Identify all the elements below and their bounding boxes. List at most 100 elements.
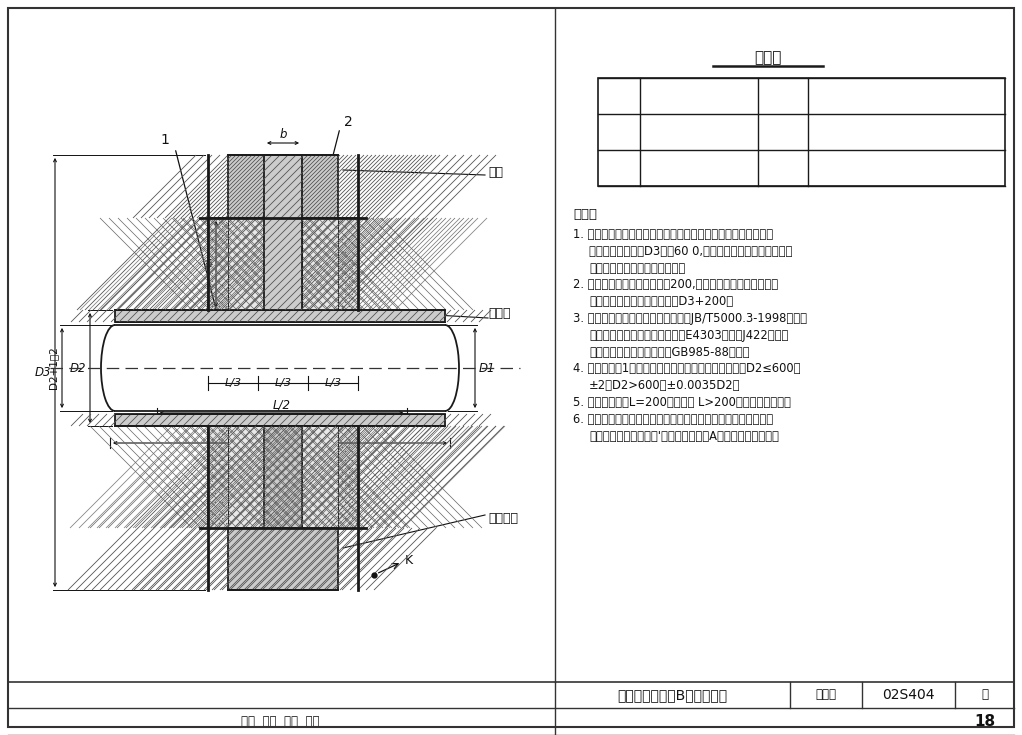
Point xyxy=(211,284,227,295)
Point xyxy=(337,429,354,440)
Point xyxy=(211,450,227,462)
Point xyxy=(200,262,217,274)
Point xyxy=(330,229,346,240)
Point xyxy=(347,275,364,287)
Point xyxy=(333,458,350,470)
Point xyxy=(330,504,346,516)
Point xyxy=(214,453,230,465)
Point xyxy=(330,521,346,533)
Bar xyxy=(228,426,264,528)
Point xyxy=(200,470,217,482)
Point xyxy=(337,237,354,249)
Point xyxy=(340,433,357,445)
Point xyxy=(206,462,223,474)
Point xyxy=(200,254,217,266)
Text: 5. 套管的重量以L=200计算，当 L>200时，应另行计算。: 5. 套管的重量以L=200计算，当 L>200时，应另行计算。 xyxy=(573,396,791,409)
Point xyxy=(203,466,220,478)
Point xyxy=(211,517,227,528)
Point xyxy=(340,509,357,520)
Text: 材料表: 材料表 xyxy=(754,51,782,65)
Point xyxy=(337,212,354,224)
Point xyxy=(337,487,354,499)
Point xyxy=(343,521,360,533)
Point xyxy=(340,492,357,503)
Point xyxy=(333,450,350,462)
Point xyxy=(340,475,357,487)
Point xyxy=(200,296,217,308)
Point xyxy=(343,296,360,308)
Point xyxy=(203,458,220,470)
Point xyxy=(214,262,230,274)
Text: 图集号: 图集号 xyxy=(816,689,836,701)
Point xyxy=(340,284,357,295)
Point xyxy=(343,429,360,440)
Point xyxy=(343,462,360,474)
Point xyxy=(218,250,234,262)
Point xyxy=(200,462,217,474)
Text: 数量: 数量 xyxy=(776,90,790,102)
Point xyxy=(343,287,360,299)
Point xyxy=(203,233,220,245)
Point xyxy=(200,271,217,283)
Point xyxy=(211,466,227,478)
Point xyxy=(330,220,346,232)
Point xyxy=(200,512,217,524)
Point xyxy=(203,433,220,445)
Text: 1: 1 xyxy=(779,126,787,138)
Point xyxy=(343,487,360,499)
Point xyxy=(337,279,354,291)
Point xyxy=(333,441,350,453)
Text: 翅环: 翅环 xyxy=(692,162,706,174)
Point xyxy=(206,279,223,291)
Point xyxy=(337,521,354,533)
Point xyxy=(206,220,223,232)
Text: 密封青，做法见本图集'刚性防水套管（A型）安装图（二）。: 密封青，做法见本图集'刚性防水套管（A型）安装图（二）。 xyxy=(589,429,779,442)
Point xyxy=(340,500,357,512)
Bar xyxy=(208,218,358,310)
Point xyxy=(340,466,357,478)
Text: 18: 18 xyxy=(974,714,995,729)
Point xyxy=(206,470,223,482)
Point xyxy=(206,245,223,257)
Point xyxy=(218,233,234,245)
Bar xyxy=(208,218,228,310)
Point xyxy=(203,225,220,237)
Point xyxy=(218,284,234,295)
Point xyxy=(200,287,217,299)
Point xyxy=(200,212,217,224)
Point xyxy=(206,212,223,224)
Point xyxy=(218,275,234,287)
Point xyxy=(347,433,364,445)
Bar xyxy=(228,155,338,218)
Bar xyxy=(228,528,338,590)
Point xyxy=(203,424,220,436)
Point xyxy=(203,275,220,287)
Point xyxy=(211,424,227,436)
Point xyxy=(214,254,230,266)
Point xyxy=(347,292,364,304)
Point xyxy=(200,420,217,432)
Point xyxy=(340,424,357,436)
Text: 说明：: 说明： xyxy=(573,208,597,221)
Bar xyxy=(301,218,338,310)
Point xyxy=(206,296,223,308)
Point xyxy=(343,512,360,524)
Point xyxy=(340,242,357,254)
Point xyxy=(211,250,227,262)
Point xyxy=(203,250,220,262)
Point xyxy=(200,495,217,507)
Point xyxy=(333,483,350,495)
Point xyxy=(206,287,223,299)
Point xyxy=(200,237,217,249)
Point xyxy=(343,470,360,482)
Bar xyxy=(264,426,301,590)
Point xyxy=(211,267,227,279)
Point xyxy=(333,225,350,237)
Bar xyxy=(115,414,445,426)
Point xyxy=(347,475,364,487)
Point xyxy=(214,521,230,533)
Text: D2+1～2: D2+1～2 xyxy=(48,347,58,390)
Point xyxy=(330,279,346,291)
Point xyxy=(330,479,346,491)
Point xyxy=(206,420,223,432)
